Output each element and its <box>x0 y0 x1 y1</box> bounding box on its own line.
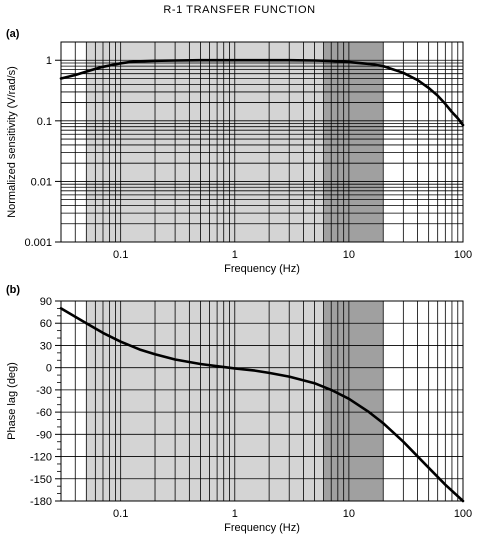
series-line-b-1 <box>59 307 465 503</box>
y-tick-label: 0.1 <box>37 116 52 128</box>
shaded-band-a-2 <box>323 42 384 242</box>
y-tick-label: -150 <box>30 474 52 486</box>
y-tick-label: -30 <box>36 385 52 397</box>
plot-frame-a <box>60 41 464 243</box>
x-tick-label: 100 <box>454 249 472 261</box>
series-line-a-1 <box>59 58 465 127</box>
panel-b: 90 60 30 0 -30 -60 -90 -120 -150 -180 0.1 1 10 100 Fre… <box>6 296 472 534</box>
x-tick-label: 1 <box>232 508 238 520</box>
y-tick-label: -120 <box>30 452 52 464</box>
y-tick-label: 1 <box>46 55 52 67</box>
y-tick-label: -60 <box>36 407 52 419</box>
y-tick-label: 30 <box>40 340 52 352</box>
y-tick-label: -180 <box>30 496 52 508</box>
x-tick-label: 1 <box>232 249 238 261</box>
panel-a-label: (a) <box>6 28 20 40</box>
x-tick-label: 100 <box>454 508 472 520</box>
shaded-band-b-1 <box>86 301 324 501</box>
y-tick-label: 0.001 <box>24 237 52 249</box>
x-tick-label: 10 <box>343 508 355 520</box>
y-tick-label: 0.01 <box>31 176 52 188</box>
x-tick-label: 0.1 <box>113 249 128 261</box>
y-tick-label: 90 <box>40 296 52 308</box>
y-axis-title-a: Normalized sensitivity (V/rad/s) <box>6 66 18 218</box>
plot-frame-b <box>60 300 464 502</box>
x-grid-b <box>60 301 464 501</box>
y-tick-label: 0 <box>46 363 52 375</box>
x-tick-label: 0.1 <box>113 508 128 520</box>
panel-a: 1 0.1 0.01 0.001 0.1 1 10 100 Frequency (Hz) Norm… <box>6 41 472 275</box>
x-tick-label: 10 <box>343 249 355 261</box>
shaded-band-a-1 <box>86 42 324 242</box>
chart-title: R-1 TRANSFER FUNCTION <box>163 4 316 16</box>
panel-b-label: (b) <box>6 284 21 296</box>
y-tick-label: -90 <box>36 429 52 441</box>
y-axis-title-b: Phase lag (deg) <box>6 362 18 440</box>
x-axis-title-b: Frequency (Hz) <box>224 522 300 534</box>
x-axis-title-a: Frequency (Hz) <box>224 263 300 275</box>
y-tick-label: 60 <box>40 318 52 330</box>
